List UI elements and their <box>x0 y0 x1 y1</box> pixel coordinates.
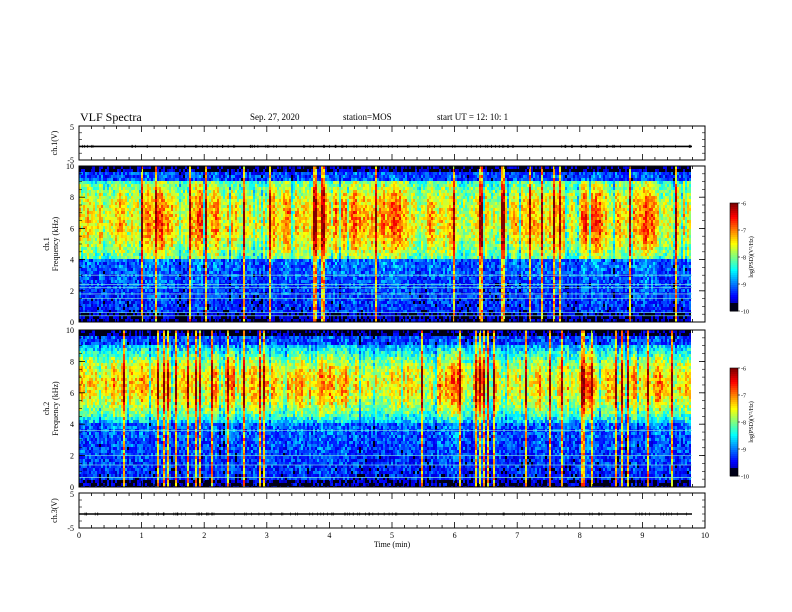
ch2-spectrogram-colorbar <box>730 368 738 477</box>
x-axis-title: Time (min) <box>374 540 411 549</box>
ch2-spectrogram-colorbar-label: log(PSD)(V²/Hz) <box>748 401 755 442</box>
x-tick-label: 3 <box>265 531 269 540</box>
panel-ch3-voltage: 5 -5 ch.3(V) <box>50 490 705 533</box>
ch1-spectrogram-colorbar-label: log(PSD)(V²/Hz) <box>748 236 755 277</box>
x-tick-label: 9 <box>640 531 644 540</box>
ch1-spectrogram-colorbar <box>730 203 738 312</box>
y-tick-label: 10 <box>66 162 74 171</box>
x-axis: 0 1 2 3 4 5 6 7 8 9 10 Time (min) <box>77 531 709 549</box>
colorbar-tick-label: -9 <box>741 283 746 289</box>
x-tick-label: 10 <box>701 531 709 540</box>
y-tick-label: 5 <box>70 490 74 499</box>
panel-ch1-voltage: 5-5ch.1(V) <box>50 123 705 165</box>
x-tick-label: 7 <box>515 531 519 540</box>
colorbar-tick-label: -7 <box>741 229 746 235</box>
y-tick-label: 4 <box>70 256 74 265</box>
x-tick-label: 1 <box>140 531 144 540</box>
x-tick-label: 8 <box>578 531 582 540</box>
ch1-spectrogram-channel-label: ch.1 <box>42 237 51 251</box>
colorbar-tick-label: -6 <box>741 202 746 208</box>
y-tick-label: 5 <box>70 123 74 132</box>
vlf-figure: 5-5ch.1(V)0246810ch.1 Frequency (kHz)-6-7… <box>0 0 792 612</box>
colorbar-tick-label: -9 <box>741 448 746 454</box>
y-tick-label: 6 <box>70 224 74 233</box>
y-tick-label: 8 <box>70 193 74 202</box>
colorbar-tick-label: -8 <box>741 421 746 427</box>
x-tick-label: 6 <box>453 531 457 540</box>
x-tick-label: 2 <box>202 531 206 540</box>
colorbar-tick-label: -6 <box>741 367 746 373</box>
ch2-spectrogram-cells <box>79 330 691 487</box>
y-tick-label: 2 <box>70 287 74 296</box>
ch2-spectrogram-channel-label: ch.2 <box>42 402 51 416</box>
ch2-spectrogram-ylabel: Frequency (kHz) <box>51 381 60 436</box>
y-tick-label: 6 <box>70 389 74 398</box>
y-tick-label: 10 <box>66 326 74 335</box>
ch3-voltage-ylabel: ch.3(V) <box>50 498 59 523</box>
y-tick-label: 8 <box>70 357 74 366</box>
x-tick-label: 0 <box>77 531 81 540</box>
x-tick-label: 5 <box>390 531 394 540</box>
colorbar-tick-label: -8 <box>741 256 746 262</box>
y-tick-label: 2 <box>70 452 74 461</box>
ch1-voltage-ylabel: ch.1(V) <box>50 130 59 155</box>
ch1-spectrogram-ylabel: Frequency (kHz) <box>51 216 60 271</box>
y-tick-label: 4 <box>70 420 74 429</box>
colorbar-tick-label: -7 <box>741 394 746 400</box>
y-tick-label: -5 <box>67 524 74 533</box>
colorbar-tick-label: -10 <box>741 475 749 481</box>
x-tick-label: 4 <box>327 531 331 540</box>
colorbar-tick-label: -10 <box>741 310 749 316</box>
